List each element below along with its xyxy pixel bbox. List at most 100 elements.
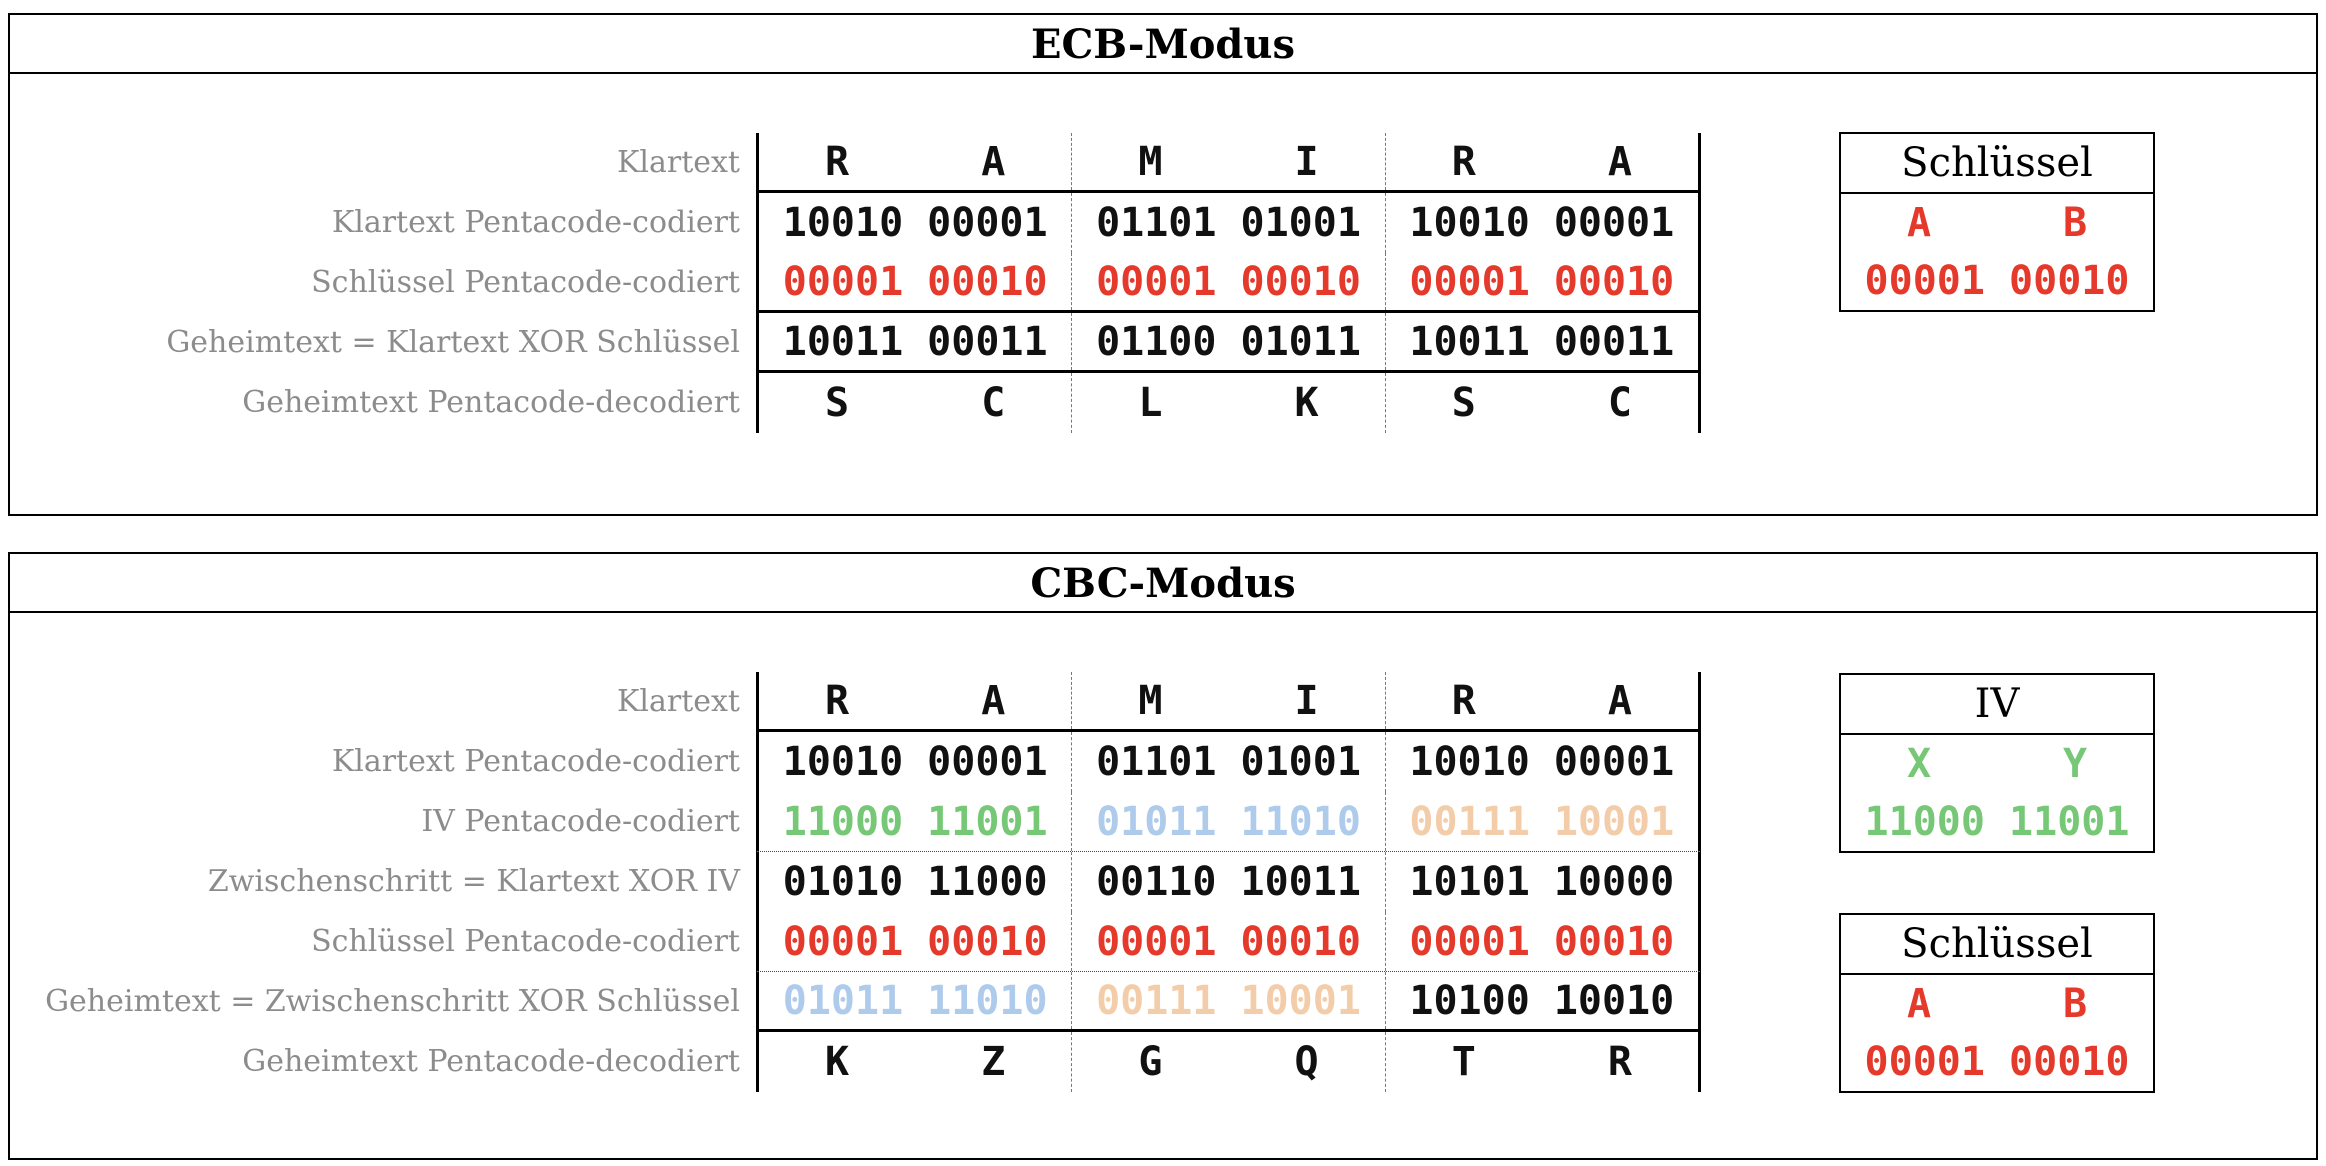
table-row: Klartext Pentacode-codiert 10010 00001 0110… [10, 193, 1701, 253]
bit-group: 11010 [927, 977, 1048, 1024]
cipher-block: 01011 11010 [1071, 792, 1384, 851]
row-data: 10010 00001 01101 01001 10010 00001 [756, 193, 1701, 253]
key-letter: X [1906, 741, 1932, 787]
key-box-title: Schlüssel [1841, 134, 2153, 194]
row-data: 00001 00010 00001 00010 00001 00010 [756, 912, 1701, 972]
bit-group: 10010 [1409, 200, 1530, 246]
cipher-block: 00111 10001 [1384, 792, 1698, 851]
panel-body: Klartext R A M I R A Klartext Pentacode-codiert… [10, 74, 2316, 514]
bit-group: 00111 [1409, 798, 1530, 845]
bit-group: 11001 [927, 798, 1048, 845]
cipher-block: 01100 01011 [1071, 313, 1384, 370]
bit-group: 00001 [1553, 739, 1675, 785]
bit-group: 00011 [927, 318, 1048, 365]
bit-group: 10011 [1409, 318, 1530, 365]
table-row: Geheimtext Pentacode-decodiert K Z G Q T R [10, 1032, 1701, 1092]
cipher-block: 01010 11000 [759, 852, 1071, 912]
letter-cell: G [1138, 1039, 1163, 1085]
cipher-block: 00001 00010 [1384, 253, 1698, 310]
row-label: Klartext [616, 684, 740, 719]
row-data: 01011 11010 00111 10001 10100 10010 [756, 972, 1701, 1032]
table-row: IV Pentacode-codiert 11000 11001 01011 11010… [10, 792, 1701, 852]
bit-group: 00001 [782, 918, 904, 965]
bit-group: 10010 [782, 739, 904, 785]
row-label: Geheimtext Pentacode-decodiert [242, 1044, 740, 1079]
bit-group: 01101 [1096, 200, 1217, 246]
letter-cell: A [1607, 677, 1632, 724]
table-row: Klartext Pentacode-codiert 10010 00001 0110… [10, 732, 1701, 792]
bit-group: 11010 [1240, 798, 1361, 845]
bit-group: 00010 [927, 918, 1048, 965]
table-row: Schlüssel Pentacode-codiert 00001 00010 000… [10, 912, 1701, 972]
letter-cell: K [825, 1039, 850, 1085]
bit-group: 11000 [927, 859, 1048, 905]
bit-group: 00010 [927, 258, 1048, 305]
letter-cell: M [1138, 677, 1163, 724]
key-box-title: IV [1841, 675, 2153, 735]
row-label: Klartext Pentacode-codiert [331, 744, 740, 779]
cipher-block: 00001 00010 [1071, 912, 1384, 971]
cipher-block: 00001 00010 [1384, 912, 1698, 971]
key-box: IV X Y 11000 11001 [1839, 673, 2155, 853]
encryption-table: Klartext R A M I R A Klartext Pentacode-codiert… [10, 672, 1701, 1092]
bit-group: 10000 [1553, 859, 1675, 905]
table-row: Zwischenschritt = Klartext XOR IV 01010 11… [10, 852, 1701, 912]
letter-cell: A [981, 677, 1006, 724]
bit-group: 00111 [1096, 977, 1217, 1024]
row-label: Klartext [616, 145, 740, 180]
bit-group: 10010 [782, 200, 904, 246]
cipher-block: 00001 00010 [759, 253, 1071, 310]
cipher-block: 10010 00001 [1384, 193, 1698, 253]
bit-group: 10010 [1409, 739, 1530, 785]
cipher-block: 11000 11001 [759, 792, 1071, 851]
table-row: Geheimtext = Klartext XOR Schlüssel 10011… [10, 313, 1701, 373]
ecb-panel: ECB-Modus Klartext R A M I R A Klartext Pentaco… [8, 13, 2318, 516]
letter-cell: I [1294, 677, 1319, 724]
row-label: Schlüssel Pentacode-codiert [311, 265, 740, 300]
letter-cell: A [1607, 138, 1632, 185]
bit-group: 01010 [782, 859, 904, 905]
row-label: Geheimtext = Zwischenschritt XOR Schlüss… [45, 984, 740, 1019]
cipher-block: 00001 00010 [1071, 253, 1384, 310]
bit-group: 10100 [1409, 977, 1530, 1024]
bit-group: 00010 [1553, 258, 1675, 305]
cipher-block: 00111 10001 [1071, 972, 1384, 1029]
bit-group: 01011 [1096, 798, 1217, 845]
letter-cell: R [1607, 1039, 1632, 1085]
key-box-bits: 11000 11001 [1864, 799, 2130, 845]
letter-cell: R [825, 677, 850, 724]
letter-cell: Z [981, 1039, 1006, 1085]
letter-cell: R [825, 138, 850, 185]
cipher-block: 01101 01001 [1071, 732, 1384, 792]
bit-group: 00001 [1409, 258, 1530, 305]
letter-cell: S [1451, 380, 1476, 426]
key-letter: A [1906, 981, 1932, 1027]
bit-group: 00011 [1553, 318, 1675, 365]
cipher-block: 10010 00001 [1384, 732, 1698, 792]
letter-cell: T [1451, 1039, 1476, 1085]
row-data: 00001 00010 00001 00010 00001 00010 [756, 253, 1701, 313]
row-label: Klartext Pentacode-codiert [331, 205, 740, 240]
key-letter: B [2062, 200, 2088, 246]
row-label: Geheimtext Pentacode-decodiert [242, 385, 740, 420]
letter-cell: C [981, 380, 1006, 426]
cipher-block: 10101 10000 [1384, 852, 1698, 912]
bit-group: 10101 [1409, 859, 1530, 905]
panel-body: Klartext R A M I R A Klartext Pentacode-codiert… [10, 613, 2316, 1158]
letter-cell: K [1294, 380, 1319, 426]
key-box: Schlüssel A B 00001 00010 [1839, 132, 2155, 312]
bit-group: 10001 [1553, 798, 1675, 845]
letter-cell: Q [1294, 1039, 1319, 1085]
bit-group: 00001 [782, 258, 904, 305]
bit-group: 11000 [782, 798, 904, 845]
